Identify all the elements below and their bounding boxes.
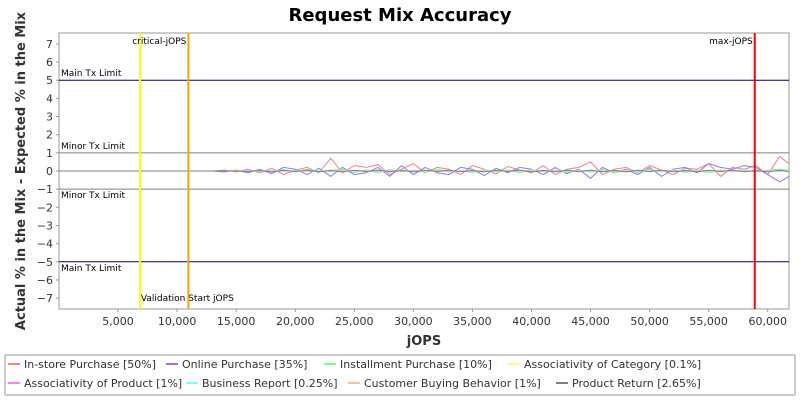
y-tick-label: 4: [46, 92, 53, 105]
legend-item: Online Purchase [35%]: [182, 358, 307, 371]
series-line-7: [59, 169, 790, 173]
legend-box: [4, 354, 796, 396]
y-tick-label: 0: [46, 165, 53, 178]
legend-item: Installment Purchase [10%]: [340, 358, 492, 371]
y-tick-label: 6: [46, 56, 53, 69]
y-tick-label: 3: [46, 111, 53, 124]
y-axis-ticks: 7 6 5 4 3 2 1 0 −1 −2 −3 −4 −5 −6 −7: [37, 38, 59, 305]
x-tick-label: 25,000: [335, 315, 374, 328]
x-axis-title: jOPS: [406, 334, 441, 349]
y-tick-label: −3: [37, 219, 53, 232]
x-tick-label: 20,000: [276, 315, 315, 328]
limit-line-label: Minor Tx Limit: [61, 142, 126, 152]
limit-line-label: Main Tx Limit: [61, 69, 122, 79]
y-tick-label: −5: [37, 256, 53, 269]
y-axis-title: Actual % in the Mix - Expected % in the …: [14, 11, 29, 330]
y-tick-label: −4: [37, 238, 53, 251]
x-tick-label: 10,000: [158, 315, 197, 328]
x-tick-label: 40,000: [512, 315, 551, 328]
x-tick-label: 30,000: [394, 315, 433, 328]
limit-line-label: Main Tx Limit: [61, 264, 122, 274]
series-lines: [59, 155, 790, 183]
limit-line-label: Minor Tx Limit: [61, 191, 126, 201]
y-tick-label: 2: [46, 129, 53, 142]
legend-item: Customer Buying Behavior [1%]: [364, 377, 541, 390]
y-tick-label: −6: [37, 274, 53, 287]
chart-title: Request Mix Accuracy: [288, 5, 511, 26]
vertical-marker-label: max-jOPS: [709, 37, 753, 47]
y-tick-label: 7: [46, 38, 53, 51]
x-tick-label: 55,000: [689, 315, 728, 328]
x-tick-label: 15,000: [217, 315, 256, 328]
x-tick-label: 50,000: [630, 315, 669, 328]
y-tick-label: −2: [37, 201, 53, 214]
legend: In-store Purchase [50%] Online Purchase […: [8, 358, 701, 390]
y-tick-label: −7: [37, 292, 53, 305]
vertical-marker-label: critical-jOPS: [132, 37, 186, 47]
y-tick-label: 5: [46, 74, 53, 87]
y-tick-label: −1: [37, 183, 53, 196]
legend-item: Product Return [2.65%]: [572, 377, 701, 390]
x-tick-label: 45,000: [571, 315, 610, 328]
legend-item: Associativity of Category [0.1%]: [524, 358, 701, 371]
x-tick-label: 60,000: [748, 315, 787, 328]
x-tick-label: 5,000: [102, 315, 134, 328]
x-tick-label: 35,000: [453, 315, 492, 328]
y-tick-label: 1: [46, 147, 53, 160]
x-axis-ticks: 5,000 10,000 15,000 20,000 25,000 30,000 35,00…: [102, 309, 787, 328]
legend-item: Business Report [0.25%]: [202, 377, 338, 390]
legend-item: In-store Purchase [50%]: [24, 358, 156, 371]
legend-item: Associativity of Product [1%]: [24, 377, 182, 390]
